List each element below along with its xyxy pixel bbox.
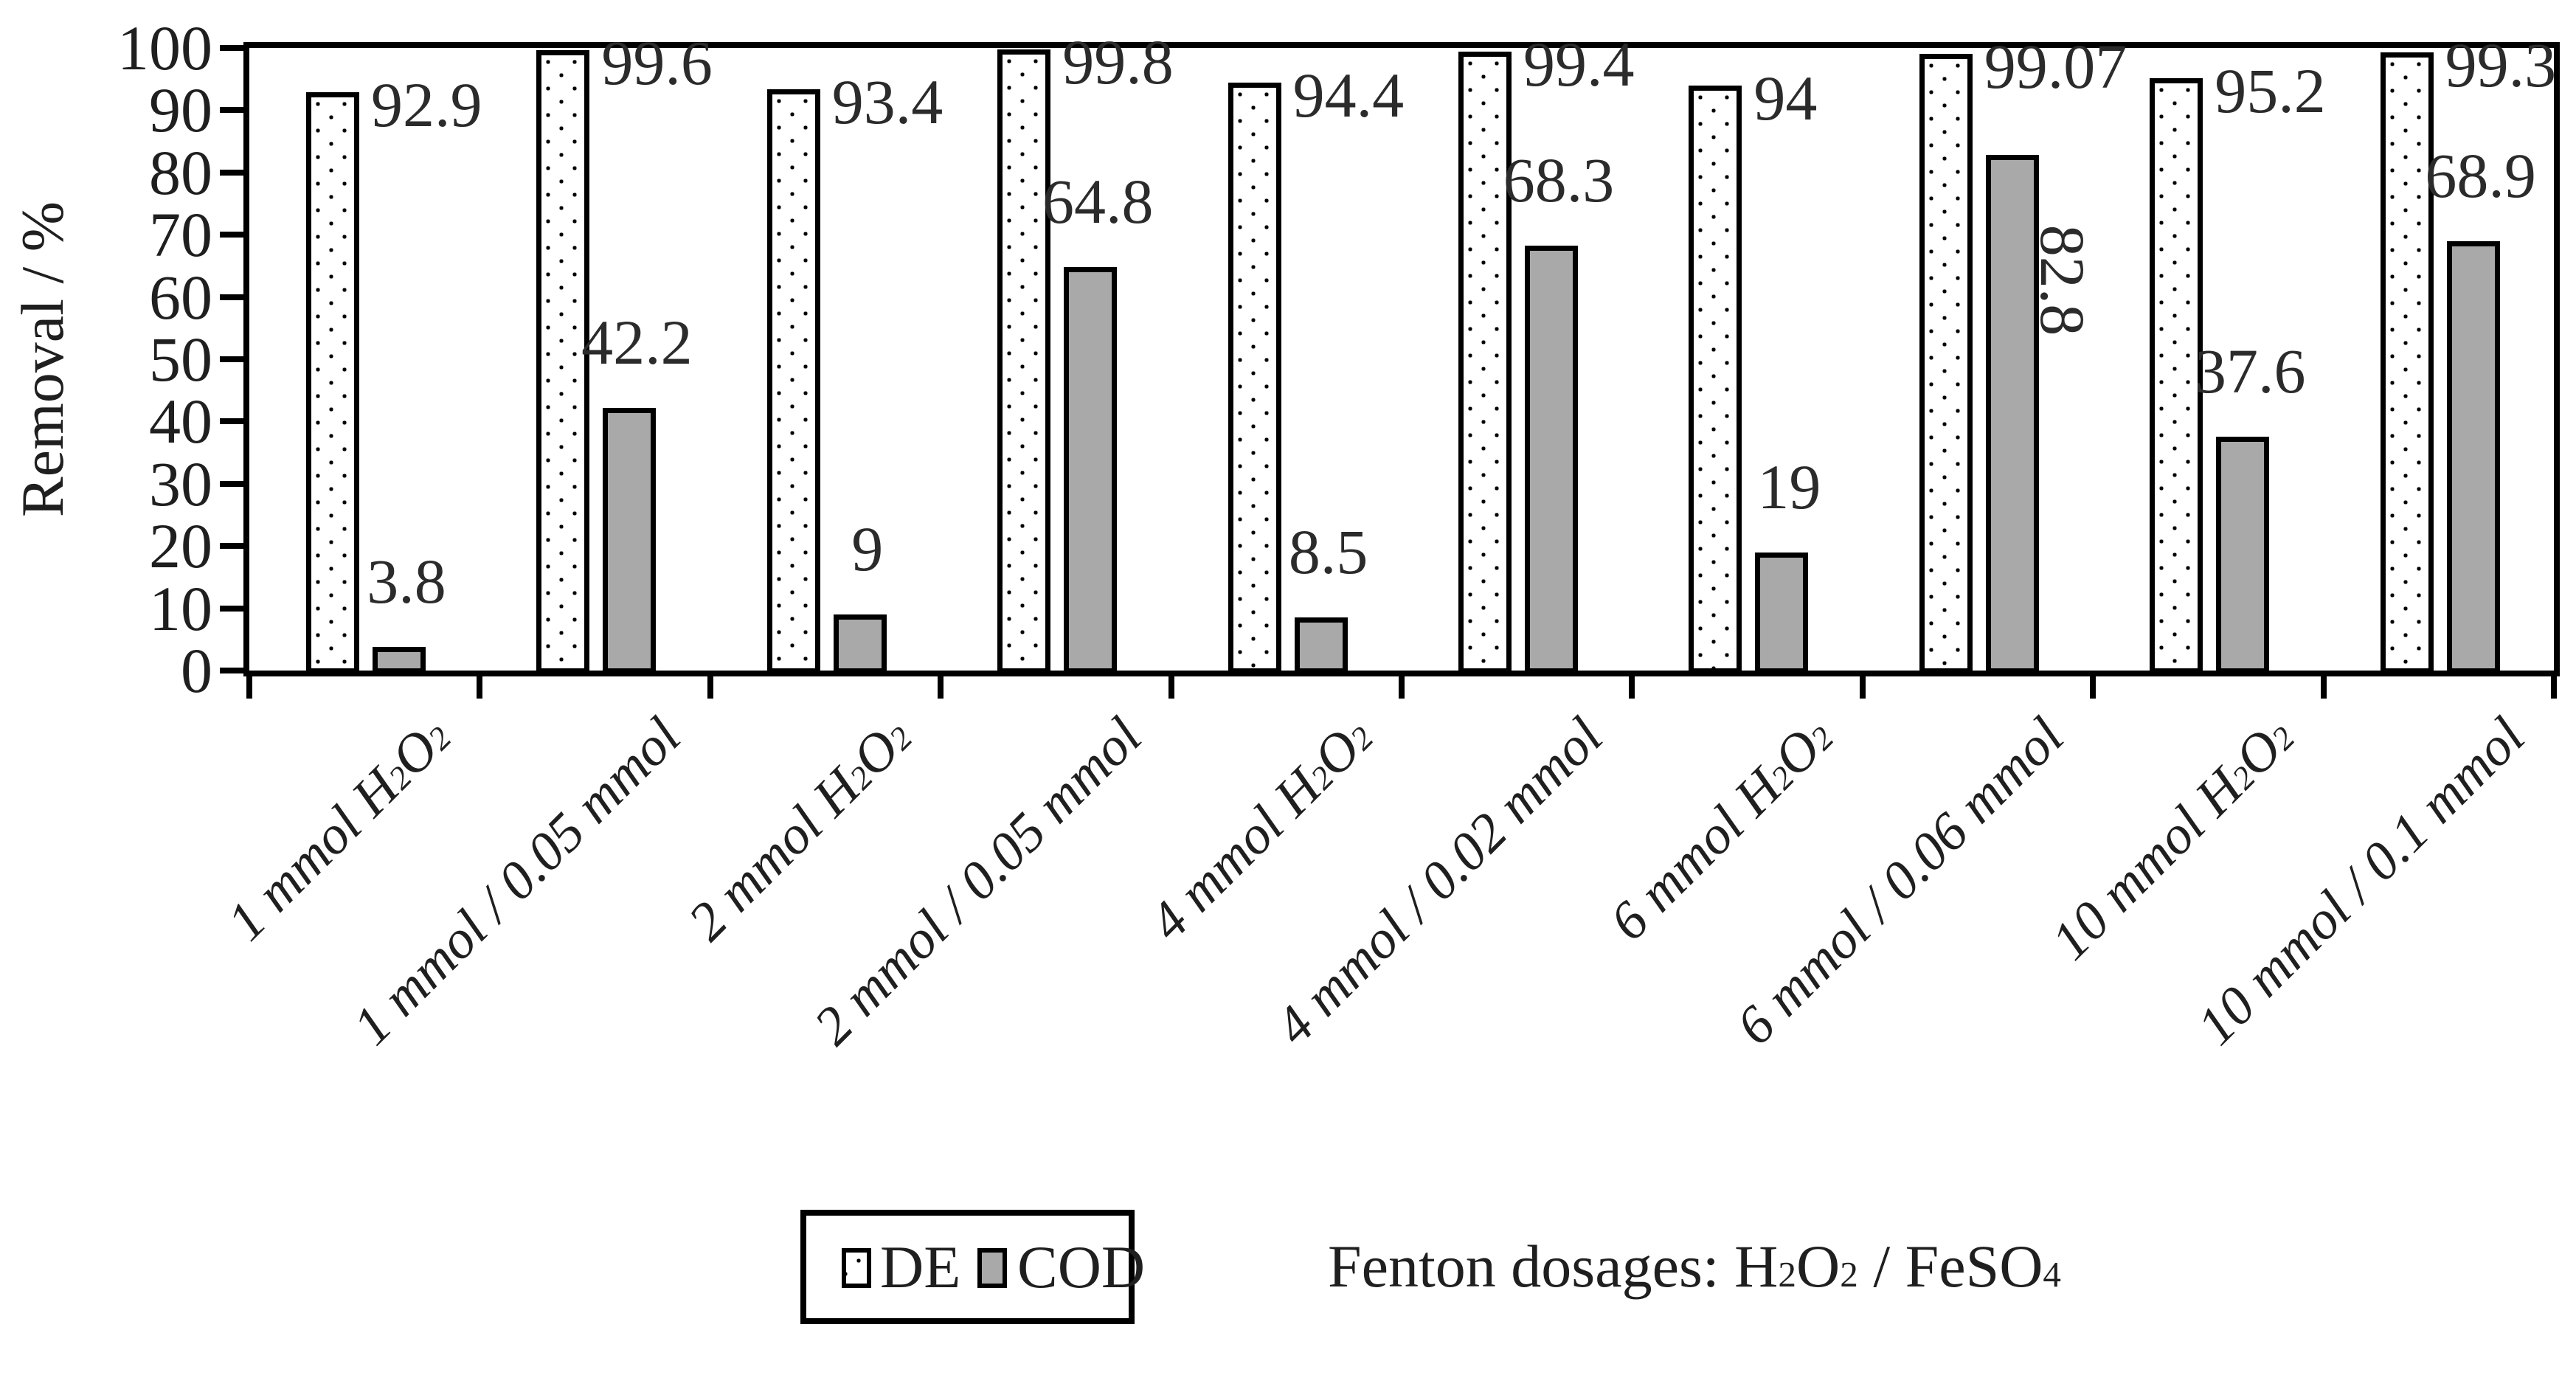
de-value-label: 99.8 — [1062, 26, 1174, 97]
cod-value-label: 82.8 — [2026, 224, 2098, 336]
cod-value-label: 42.2 — [581, 306, 693, 378]
x-tick — [1168, 676, 1174, 699]
y-tick — [220, 668, 249, 673]
x-tick — [2090, 676, 2097, 699]
cod-value-label: 64.8 — [1042, 166, 1154, 238]
y-tick-label: 100 — [117, 13, 212, 83]
de-bar — [1919, 53, 1973, 673]
cod-bar — [2216, 436, 2270, 673]
cod-value-label: 68.3 — [1503, 144, 1615, 215]
y-tick-label: 0 — [181, 635, 212, 706]
cod-value-label: 9 — [851, 513, 884, 585]
de-value-label: 99.3 — [2445, 29, 2557, 100]
y-tick-label: 60 — [149, 261, 212, 333]
cod-bar — [1755, 552, 1809, 673]
cod-bar — [1985, 155, 2039, 673]
x-tick — [2320, 676, 2327, 699]
x-tick — [477, 676, 483, 699]
de-value-label: 94 — [1753, 62, 1818, 134]
de-bar — [1228, 83, 1281, 673]
cod-value-label: 37.6 — [2194, 335, 2306, 406]
cod-bar — [373, 646, 426, 673]
y-tick — [220, 294, 249, 300]
legend-cod-label: COD — [1017, 1233, 1146, 1300]
de-bar — [536, 50, 590, 673]
cod-bar — [603, 407, 657, 673]
x-tick — [246, 676, 252, 699]
x-tick — [2551, 676, 2557, 699]
de-bar — [766, 89, 820, 673]
y-tick-label: 10 — [149, 572, 212, 644]
cod-bar — [1294, 617, 1348, 673]
y-tick — [220, 418, 249, 425]
cod-value-label: 68.9 — [2425, 140, 2536, 212]
y-tick — [220, 480, 249, 487]
cod-value-label: 8.5 — [1288, 516, 1368, 588]
de-value-label: 95.2 — [2215, 55, 2326, 126]
y-tick-label: 50 — [149, 324, 212, 395]
y-tick-label: 80 — [149, 136, 212, 208]
y-tick — [220, 169, 249, 176]
cod-bar — [1525, 245, 1578, 673]
x-tick — [1859, 676, 1866, 699]
y-tick — [220, 543, 249, 550]
de-bar — [2150, 77, 2203, 673]
de-bar — [1458, 52, 1512, 673]
cod-value-label: 3.8 — [367, 545, 446, 617]
de-value-label: 99.07 — [1984, 30, 2127, 102]
y-tick-label: 70 — [149, 199, 212, 271]
de-bar — [2380, 52, 2434, 673]
de-value-label: 94.4 — [1292, 60, 1405, 131]
x-tick — [938, 676, 944, 699]
fenton-dosages-annotation: Fenton dosages: H2O2 / FeSO4 — [1328, 1233, 2062, 1300]
cod-bar — [2446, 241, 2500, 673]
cod-gray-swatch-icon — [977, 1248, 1007, 1288]
de-bar — [306, 91, 359, 673]
de-bar — [1689, 85, 1742, 673]
de-bar — [997, 49, 1051, 673]
y-tick-label: 40 — [149, 386, 212, 457]
de-value-label: 99.4 — [1523, 29, 1635, 100]
x-tick — [707, 676, 713, 699]
de-value-label: 93.4 — [831, 66, 944, 137]
x-tick — [1399, 676, 1405, 699]
cod-bar — [833, 614, 887, 673]
y-tick — [220, 356, 249, 362]
y-tick — [220, 107, 249, 114]
x-tick — [1629, 676, 1635, 699]
legend: DE COD — [800, 1210, 1145, 1324]
de-dotted-swatch-icon — [842, 1248, 871, 1288]
cod-value-label: 19 — [1757, 451, 1821, 522]
y-tick — [220, 45, 249, 51]
y-tick — [220, 605, 249, 612]
y-tick — [220, 232, 249, 238]
cod-bar — [1064, 267, 1118, 673]
y-tick-label: 90 — [149, 75, 212, 146]
y-tick-label: 30 — [149, 448, 212, 519]
de-value-label: 99.6 — [601, 27, 713, 99]
y-tick-label: 20 — [149, 510, 212, 582]
de-value-label: 92.9 — [371, 69, 482, 140]
legend-de-label: DE — [880, 1233, 961, 1300]
